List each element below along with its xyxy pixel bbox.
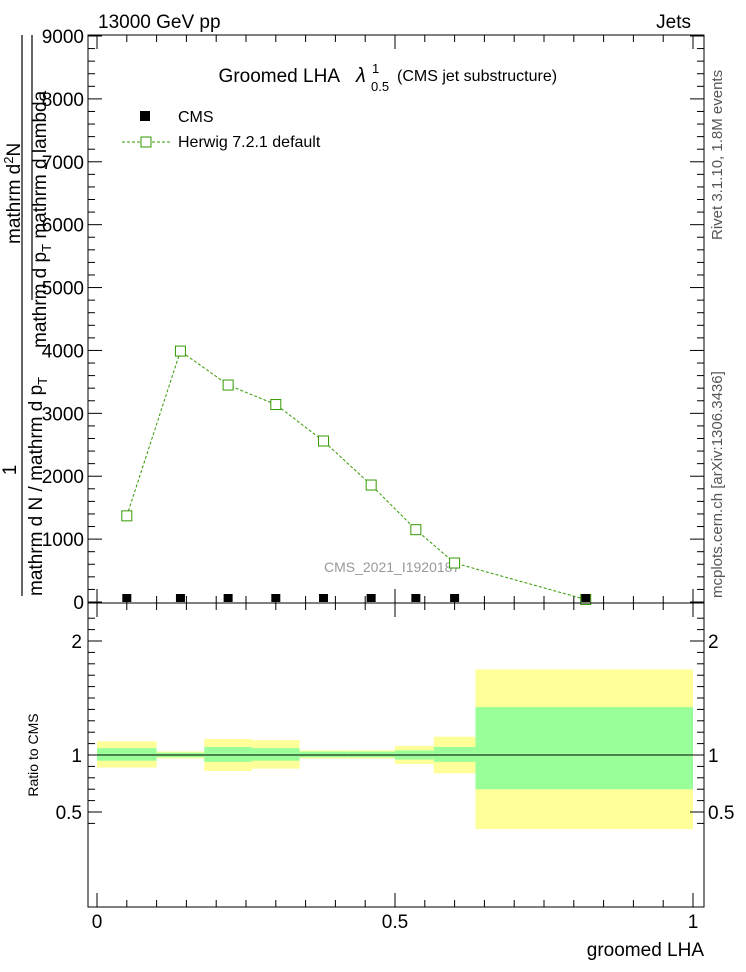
herwig-point <box>121 510 133 522</box>
main-y-axis: 0 1000 2000 3000 4000 5000 6000 7000 8000 9000 <box>42 27 704 614</box>
cms-point <box>122 594 132 602</box>
ratio-inner-band <box>347 751 395 758</box>
legend-cms-marker <box>140 111 150 121</box>
main-y-tick-label: 1000 <box>42 530 84 551</box>
x-tick-label: 0 <box>92 912 103 933</box>
y-label-denominator: mathrm d N / mathrm d pT <box>26 377 50 596</box>
ratio-x-axis: 0 0.5 1 <box>92 603 699 933</box>
herwig-point <box>365 479 377 491</box>
main-x-ticks <box>96 35 694 603</box>
header-right: Jets <box>656 12 691 33</box>
legend-herwig-marker <box>140 136 152 148</box>
header-left: 13000 GeV pp <box>98 12 221 33</box>
ratio-inner-band <box>299 751 348 758</box>
main-y-tick-label: 5000 <box>42 279 84 300</box>
cms-point <box>366 594 376 602</box>
main-y-tick-label: 2000 <box>42 467 84 488</box>
cms-point <box>411 594 421 602</box>
y-label-rden-sub: T <box>39 244 54 252</box>
herwig-point <box>270 399 282 411</box>
herwig-point <box>317 435 329 447</box>
cms-point <box>318 594 328 602</box>
y-label-rden-tail: mathrm d lambda <box>30 90 51 244</box>
ratio-y-tick-label: 1 <box>71 746 82 767</box>
ratio-inner-band <box>475 707 693 790</box>
herwig-point <box>449 557 461 569</box>
main-y-tick-label: 8000 <box>42 90 84 111</box>
y-label-right-denominator: mathrm d pT mathrm d lambda <box>30 90 54 348</box>
legend-cms-label: CMS <box>178 109 214 126</box>
side-label-rivet: Rivet 3.1.10, 1.8M events <box>709 70 726 240</box>
herwig-line <box>126 350 586 600</box>
side-label-mcplots: mcplots.cern.ch [arXiv:1306.3436] <box>709 371 726 598</box>
y-label-rden-main: mathrm d p <box>30 252 51 348</box>
ratio-inner-band <box>433 747 476 762</box>
cms-point <box>223 594 233 602</box>
cms-point <box>450 594 460 602</box>
ratio-inner-band <box>204 747 252 762</box>
y-label-denominator-main: mathrm d N / mathrm d p <box>26 385 47 596</box>
title-lambda-sup: 1 <box>372 61 379 76</box>
title-lambda-sub: 0.5 <box>371 79 389 94</box>
ratio-y-tick-label-right: 1 <box>708 746 719 767</box>
y-label-rnum-sup: 2 <box>1 157 16 164</box>
herwig-point <box>222 379 234 391</box>
ratio-inner-band <box>251 748 300 761</box>
ratio-y-tick-label-right: 0.5 <box>708 803 734 824</box>
main-y-tick-label: 6000 <box>42 216 84 237</box>
title-lambda: λ <box>355 65 366 87</box>
cms-series <box>122 594 591 602</box>
ratio-y-axis: 0.5 0.5 1 1 2 2 <box>56 617 734 824</box>
ratio-y-tick-label: 2 <box>71 632 82 653</box>
x-tick-label: 1 <box>688 912 699 933</box>
title-subtitle: (CMS jet substructure) <box>397 68 557 85</box>
main-y-tick-label: 9000 <box>42 27 84 48</box>
main-y-tick-label: 3000 <box>42 404 84 425</box>
ratio-inner-band <box>97 748 157 761</box>
x-tick-label: 0.5 <box>382 912 408 933</box>
x-axis-label: groomed LHA <box>587 940 705 961</box>
cms-point <box>271 594 281 602</box>
ratio-bands <box>97 669 693 830</box>
main-y-tick-label: 4000 <box>42 341 84 362</box>
main-title: Groomed LHA λ 1 0.5 (CMS jet substructur… <box>219 61 558 94</box>
analysis-watermark: CMS_2021_I1920187 <box>324 559 460 575</box>
y-label-right-numerator: mathrm d2N <box>1 143 25 244</box>
ratio-y-tick-label-right: 2 <box>708 632 719 653</box>
y-label-numerator: 1 <box>0 465 21 476</box>
cms-point <box>581 594 591 602</box>
main-y-tick-label: 0 <box>73 593 84 614</box>
cms-point <box>175 594 185 602</box>
ratio-y-tick-label: 0.5 <box>56 803 82 824</box>
y-label-denominator-sub: T <box>35 377 50 385</box>
herwig-point <box>410 524 422 536</box>
y-label-rnum-main: mathrm d <box>4 164 25 244</box>
ratio-y-label: Ratio to CMS <box>25 713 41 796</box>
legend-herwig-label: Herwig 7.2.1 default <box>178 134 321 151</box>
main-y-label: 1 mathrm d N / mathrm d pT mathrm d2N ma… <box>0 35 54 596</box>
title-text: Groomed LHA <box>219 66 341 87</box>
herwig-point <box>174 345 186 357</box>
main-y-tick-label: 7000 <box>42 153 84 174</box>
legend: CMS Herwig 7.2.1 default <box>122 109 321 151</box>
y-label-rnum-tail: N <box>4 143 25 157</box>
